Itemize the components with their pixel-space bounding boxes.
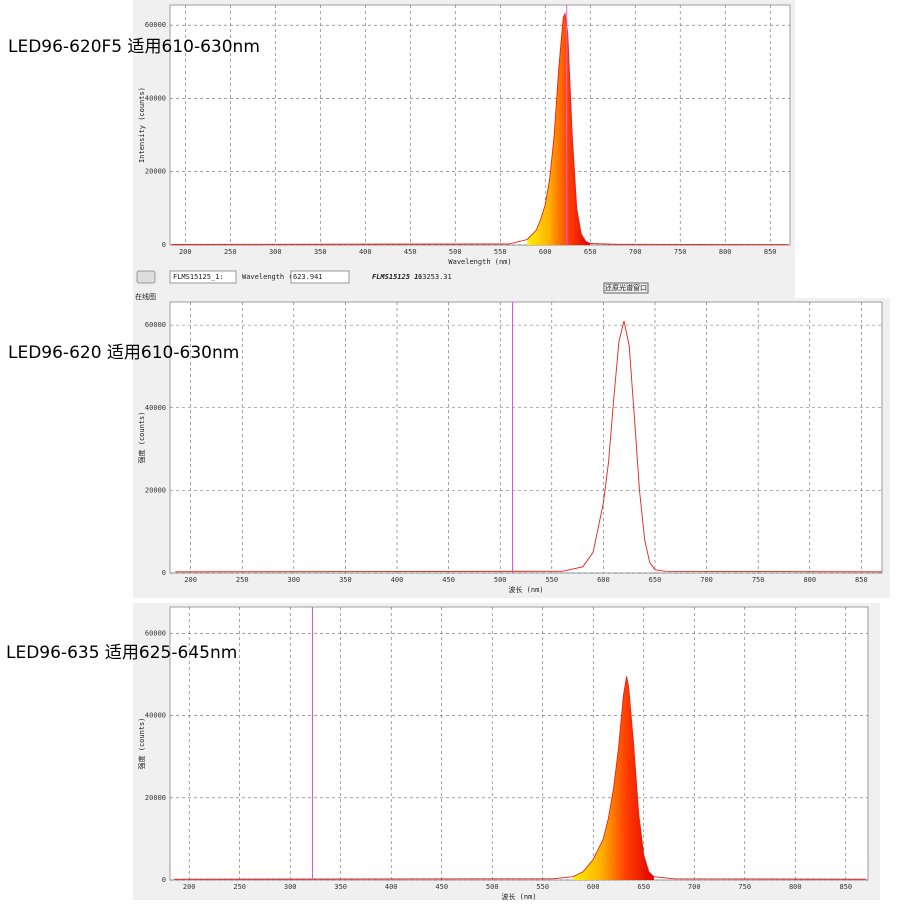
y-tick-label: 0 <box>162 241 166 249</box>
x-tick-label: 300 <box>284 883 297 891</box>
x-tick-label: 600 <box>539 248 552 256</box>
restore-button-text: 还原光谱窗口 <box>605 283 647 292</box>
x-tick-label: 500 <box>449 248 462 256</box>
close-button[interactable] <box>136 270 156 284</box>
x-tick-label: 800 <box>803 576 816 584</box>
plot-area <box>169 4 791 246</box>
x-axis-label: 波长 (nm) <box>501 892 536 900</box>
x-tick-label: 250 <box>224 248 237 256</box>
x-tick-label: 700 <box>688 883 701 891</box>
y-axis-label: 强度 (counts) <box>137 412 146 464</box>
x-axis-label: 波长 (nm) <box>508 585 543 594</box>
x-tick-label: 350 <box>339 576 352 584</box>
chart-title: LED96-635 适用625-645nm <box>6 643 237 663</box>
y-tick-label: 40000 <box>145 404 166 412</box>
x-tick-label: 300 <box>287 576 300 584</box>
readout-value: 63253.31 <box>418 273 452 281</box>
y-tick-label: 40000 <box>145 712 166 720</box>
y-tick-label: 60000 <box>145 21 166 29</box>
x-tick-label: 550 <box>536 883 549 891</box>
plot-area <box>169 606 869 881</box>
x-tick-label: 750 <box>674 248 687 256</box>
y-tick-label: 60000 <box>145 629 166 637</box>
x-tick-label: 650 <box>649 576 662 584</box>
x-tick-label: 450 <box>435 883 448 891</box>
x-tick-label: 300 <box>269 248 282 256</box>
plot-area <box>169 301 883 574</box>
x-tick-label: 600 <box>597 576 610 584</box>
x-tick-label: 850 <box>764 248 777 256</box>
y-tick-label: 60000 <box>145 321 166 329</box>
y-tick-label: 0 <box>162 876 166 884</box>
x-tick-label: 250 <box>236 576 249 584</box>
y-axis-label: 强度 (counts) <box>137 718 146 770</box>
x-tick-label: 850 <box>839 883 852 891</box>
spectrum-line <box>175 320 883 573</box>
panel-label: 在线图 <box>135 292 156 301</box>
device-select-text: FLMS15125_1: <box>173 273 224 281</box>
wavelength-label: Wavelength (nm) <box>242 273 305 281</box>
x-tick-label: 750 <box>738 883 751 891</box>
x-tick-label: 450 <box>404 248 417 256</box>
y-axis-label: Intensity (counts) <box>138 87 146 163</box>
x-tick-label: 250 <box>233 883 246 891</box>
x-tick-label: 450 <box>442 576 455 584</box>
x-tick-label: 400 <box>391 576 404 584</box>
x-tick-label: 800 <box>789 883 802 891</box>
x-tick-label: 400 <box>359 248 372 256</box>
x-tick-label: 650 <box>584 248 597 256</box>
x-tick-label: 650 <box>637 883 650 891</box>
x-tick-label: 200 <box>179 248 192 256</box>
wavelength-value: 623.941 <box>293 273 323 281</box>
x-tick-label: 800 <box>719 248 732 256</box>
x-tick-label: 550 <box>545 576 558 584</box>
x-tick-label: 400 <box>385 883 398 891</box>
x-tick-label: 750 <box>752 576 765 584</box>
x-tick-label: 350 <box>334 883 347 891</box>
spectrum-line <box>171 11 789 246</box>
restore-button[interactable] <box>603 282 649 294</box>
wavelength-input[interactable] <box>290 270 350 284</box>
x-axis-label: Wavelength (nm) <box>448 258 511 266</box>
spectrum-line <box>173 676 867 880</box>
x-tick-label: 350 <box>314 248 327 256</box>
x-tick-label: 700 <box>700 576 713 584</box>
y-tick-label: 20000 <box>145 168 166 176</box>
y-tick-label: 40000 <box>145 94 166 102</box>
x-tick-label: 500 <box>494 576 507 584</box>
y-tick-label: 20000 <box>145 794 166 802</box>
x-tick-label: 600 <box>587 883 600 891</box>
x-tick-label: 550 <box>494 248 507 256</box>
y-tick-label: 20000 <box>145 486 166 494</box>
x-tick-label: 700 <box>629 248 642 256</box>
spectrum-fill <box>573 676 654 880</box>
y-tick-label: 0 <box>162 569 166 577</box>
x-tick-label: 200 <box>183 883 196 891</box>
device-select[interactable] <box>169 270 237 284</box>
spectrum-fill <box>527 13 591 246</box>
chart-title: LED96-620 适用610-630nm <box>8 343 239 363</box>
x-tick-label: 200 <box>184 576 197 584</box>
x-tick-label: 850 <box>855 576 868 584</box>
x-tick-label: 500 <box>486 883 499 891</box>
readout-label: FLMS15125 1: <box>372 273 423 281</box>
chart-title: LED96-620F5 适用610-630nm <box>8 37 260 57</box>
